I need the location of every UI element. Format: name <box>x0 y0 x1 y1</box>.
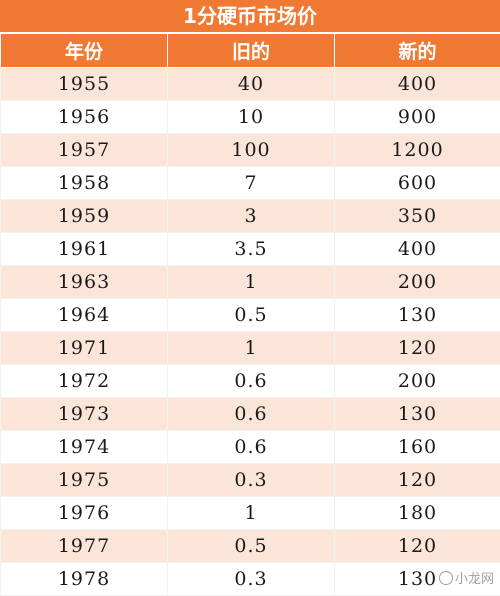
cell-old-price: 1 <box>168 266 335 299</box>
column-header-year: 年份 <box>1 34 168 68</box>
cell-year: 1957 <box>1 134 168 167</box>
cell-year: 1978 <box>1 563 168 596</box>
watermark-logo-icon <box>439 571 453 585</box>
cell-new-price: 200 <box>335 266 500 299</box>
cell-new-price: 900 <box>335 101 500 134</box>
cell-year: 1958 <box>1 167 168 200</box>
cell-year: 1976 <box>1 497 168 530</box>
cell-year: 1974 <box>1 431 168 464</box>
cell-old-price: 1 <box>168 497 335 530</box>
cell-old-price: 100 <box>168 134 335 167</box>
cell-old-price: 7 <box>168 167 335 200</box>
cell-year: 1971 <box>1 332 168 365</box>
cell-old-price: 0.6 <box>168 365 335 398</box>
cell-new-price: 1200 <box>335 134 500 167</box>
cell-year: 1973 <box>1 398 168 431</box>
cell-old-price: 0.3 <box>168 464 335 497</box>
cell-year: 1955 <box>1 68 168 101</box>
cell-old-price: 0.6 <box>168 398 335 431</box>
cell-new-price: 130 <box>335 398 500 431</box>
cell-new-price: 160 <box>335 431 500 464</box>
cell-new-price: 200 <box>335 365 500 398</box>
cell-new-price: 600 <box>335 167 500 200</box>
table-title: 1分硬币市场价 <box>0 0 500 33</box>
cell-new-price: 120 <box>335 530 500 563</box>
cell-new-price: 400 <box>335 233 500 266</box>
cell-old-price: 3.5 <box>168 233 335 266</box>
cell-year: 1964 <box>1 299 168 332</box>
column-header-old: 旧的 <box>168 34 335 68</box>
cell-new-price: 130 <box>335 299 500 332</box>
cell-old-price: 0.5 <box>168 299 335 332</box>
cell-new-price: 120 <box>335 464 500 497</box>
cell-year: 1977 <box>1 530 168 563</box>
cell-new-price: 400 <box>335 68 500 101</box>
cell-new-price: 120 <box>335 332 500 365</box>
cell-old-price: 0.6 <box>168 431 335 464</box>
column-header-new: 新的 <box>335 34 500 68</box>
cell-year: 1956 <box>1 101 168 134</box>
cell-year: 1963 <box>1 266 168 299</box>
header-row: 年份 旧的 新的 <box>1 34 500 68</box>
cell-old-price: 40 <box>168 68 335 101</box>
cell-old-price: 0.3 <box>168 563 335 596</box>
cell-old-price: 10 <box>168 101 335 134</box>
cell-year: 1959 <box>1 200 168 233</box>
cell-year: 1972 <box>1 365 168 398</box>
cell-old-price: 3 <box>168 200 335 233</box>
cell-old-price: 0.5 <box>168 530 335 563</box>
cell-year: 1961 <box>1 233 168 266</box>
cell-old-price: 1 <box>168 332 335 365</box>
cell-new-price: 180 <box>335 497 500 530</box>
watermark-text: 小龙网 <box>455 568 494 587</box>
cell-new-price: 350 <box>335 200 500 233</box>
table-header: 年份 旧的 新的 <box>1 34 500 68</box>
watermark: 小龙网 <box>439 568 494 587</box>
cell-year: 1975 <box>1 464 168 497</box>
